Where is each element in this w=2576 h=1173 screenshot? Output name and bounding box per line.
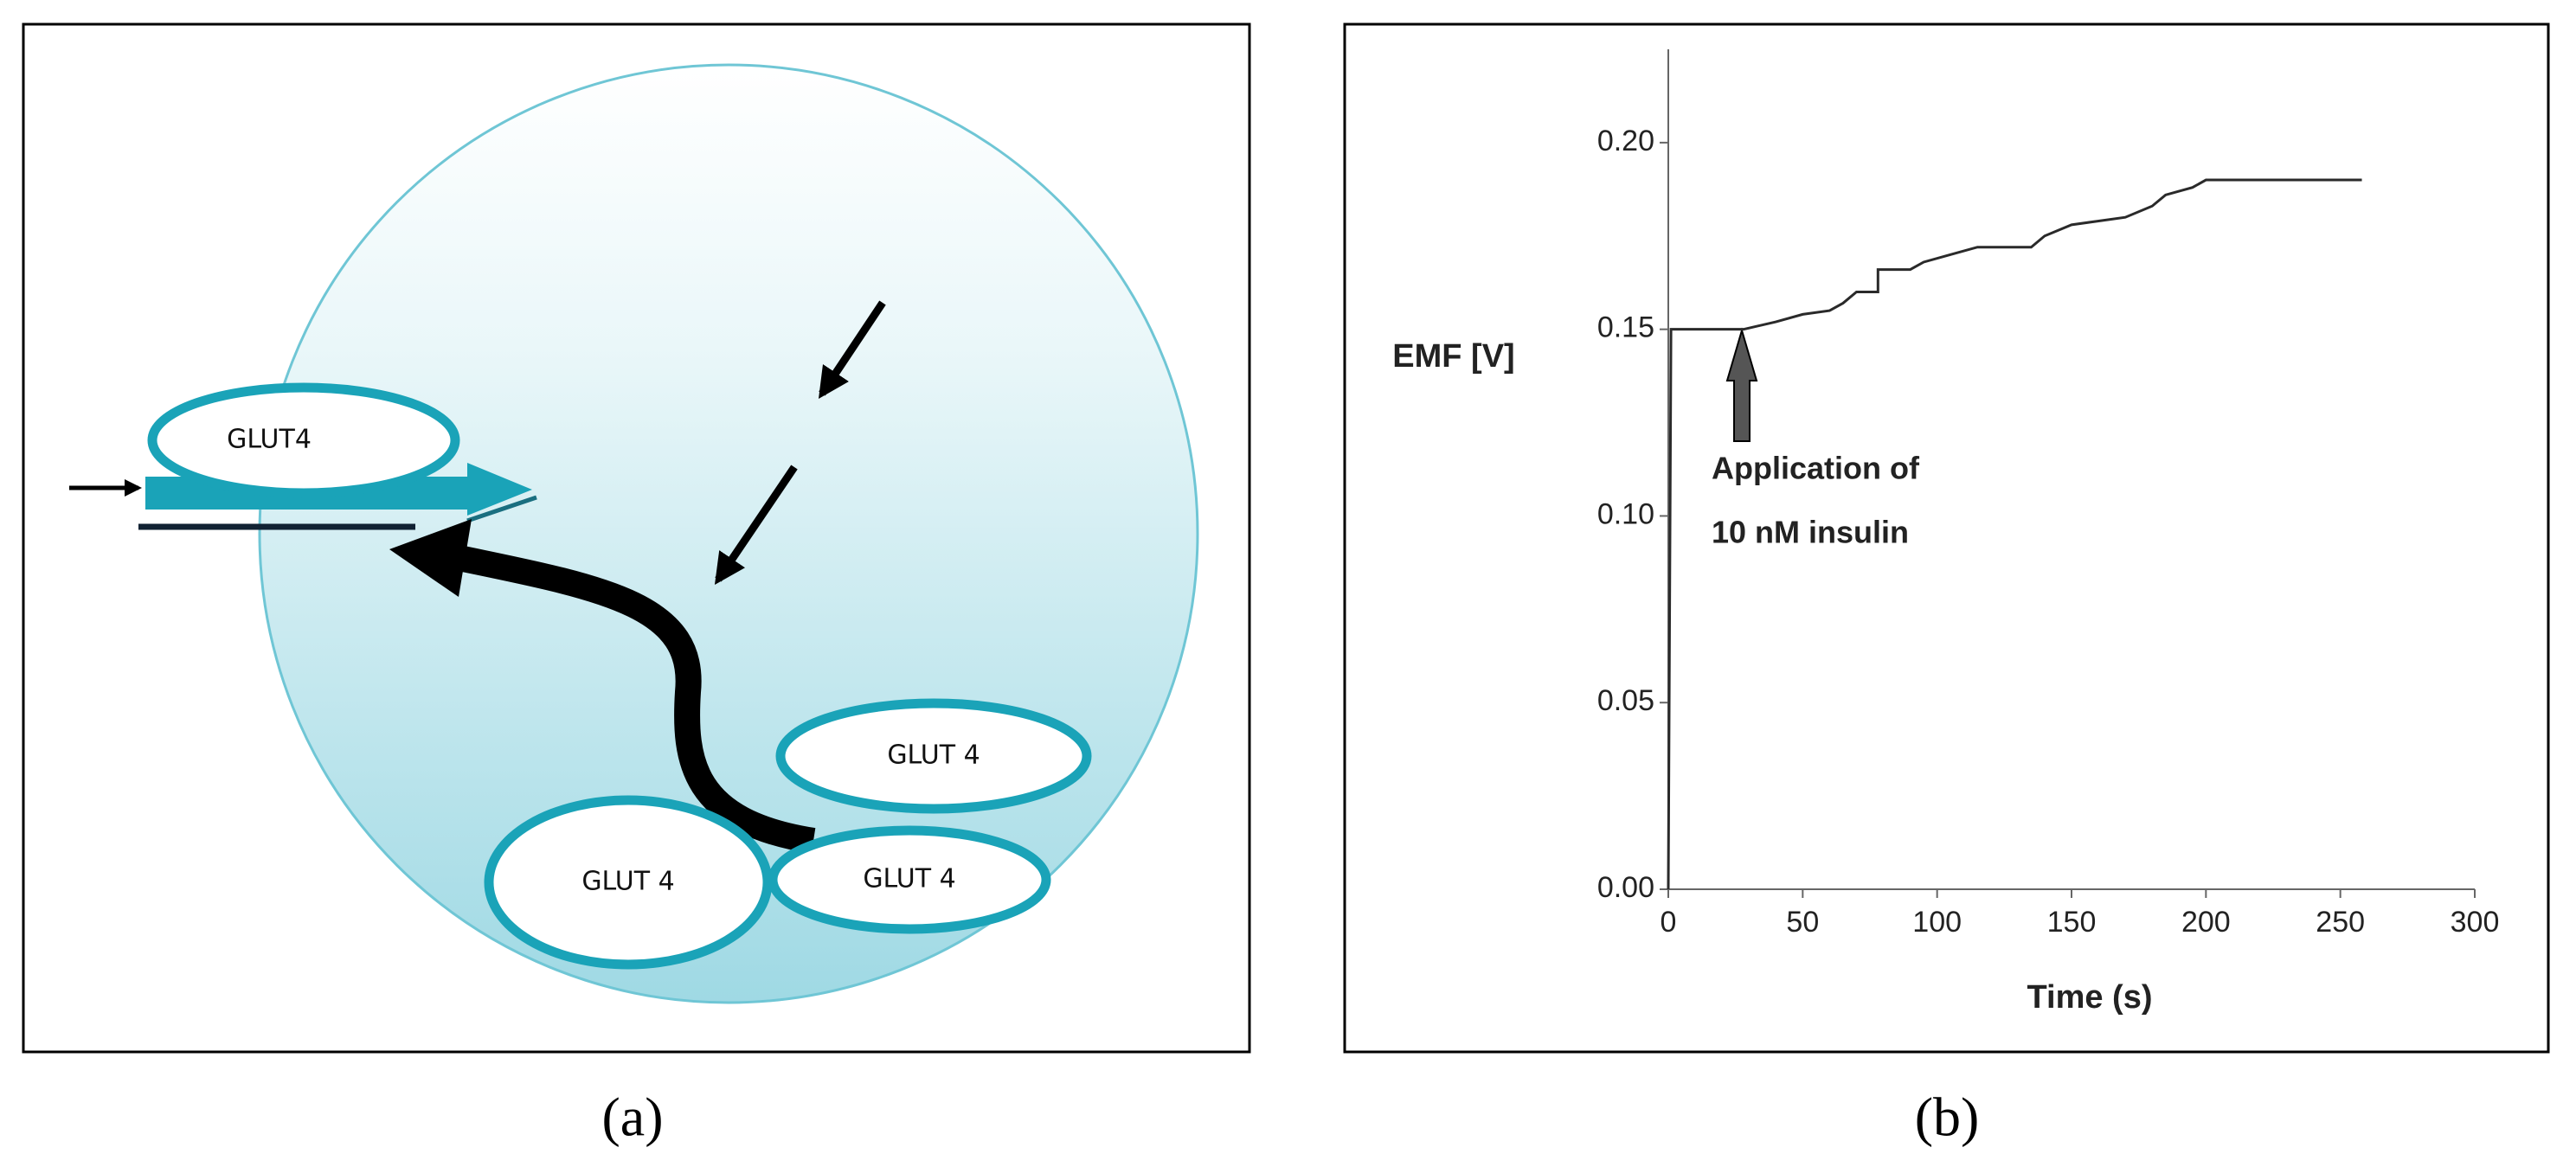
glut-group: GLUT4 GLUT 4 GLUT 4 GLUT 4 [147,382,1092,970]
panel-label: (b) [1915,1086,1980,1148]
glut-vesicle [147,382,460,498]
glut-label: GLUT 4 [863,864,955,894]
arrowhead [389,519,472,597]
x-tick-label: 200 [2181,906,2231,939]
membrane-line [466,495,537,523]
glut-label: GLUT 4 [887,740,980,771]
glut-label: GLUT 4 [581,867,674,897]
glut-vesicle [775,698,1092,814]
x-tick-label: 50 [1786,906,1819,939]
annotation-arrow [1725,327,1758,442]
x-axis-label: Time (s) [2027,979,2152,1016]
panel-b-frame [1343,22,2550,1054]
arrow [819,300,886,399]
y-tick-label: 0.20 [1597,125,1654,157]
y-tick-label: 0.15 [1597,311,1654,344]
glut-vesicle [484,795,773,970]
x-tick-label: 250 [2316,906,2365,939]
data-line [1667,178,2362,890]
x-tick-label: 0 [1661,906,1677,939]
panel-label: (a) [601,1086,663,1148]
x-tick-label: 150 [2047,906,2097,939]
x-tick-label: 300 [2451,906,2500,939]
x-tick-label: 100 [1912,906,1962,939]
annotation: Application of [1712,451,1920,486]
glut-label: GLUT4 [227,425,312,455]
y-tick-label: 0.00 [1597,871,1654,904]
arrow [714,465,798,585]
y-tick-label: 0.05 [1597,684,1654,717]
translocation-curve [455,545,816,854]
y-tick-label: 0.10 [1597,497,1654,530]
y-axis-label: EMF [V] [1392,338,1514,375]
glut-vesicle [768,825,1051,934]
annotation: 10 nM insulin [1712,515,1909,550]
